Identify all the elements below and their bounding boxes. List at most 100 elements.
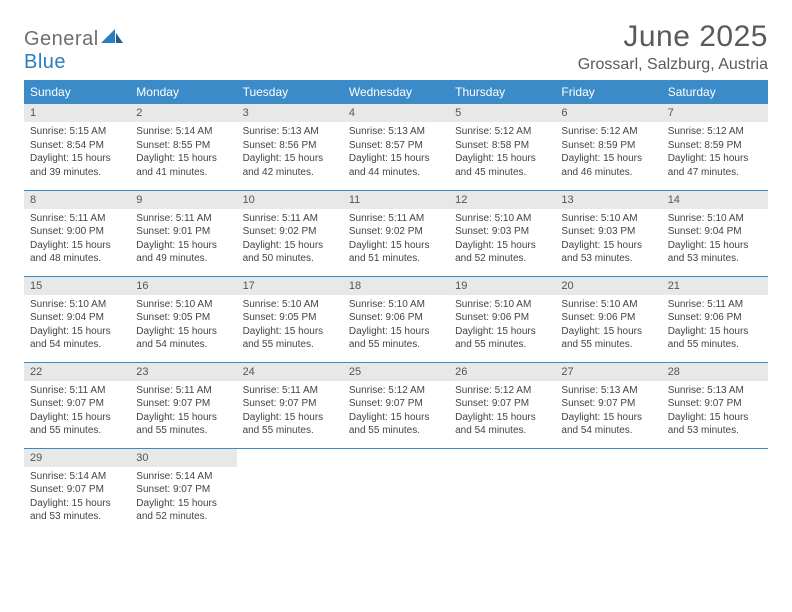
day-sr: Sunrise: 5:10 AM <box>30 298 124 312</box>
day-ss: Sunset: 9:07 PM <box>136 397 230 411</box>
day-sr: Sunrise: 5:14 AM <box>30 470 124 484</box>
day-body: Sunrise: 5:12 AMSunset: 8:59 PMDaylight:… <box>555 122 661 183</box>
day-body: Sunrise: 5:14 AMSunset: 9:07 PMDaylight:… <box>130 467 236 528</box>
day-sr: Sunrise: 5:15 AM <box>30 125 124 139</box>
day-d1: Daylight: 15 hours <box>561 325 655 339</box>
day-d2: and 49 minutes. <box>136 252 230 266</box>
day-number: 9 <box>130 191 236 209</box>
day-number: 7 <box>662 104 768 122</box>
calendar-cell <box>662 448 768 534</box>
day-ss: Sunset: 9:07 PM <box>349 397 443 411</box>
day-d2: and 53 minutes. <box>30 510 124 524</box>
day-ss: Sunset: 9:06 PM <box>455 311 549 325</box>
day-sr: Sunrise: 5:13 AM <box>668 384 762 398</box>
day-body: Sunrise: 5:10 AMSunset: 9:06 PMDaylight:… <box>555 295 661 356</box>
day-number: 16 <box>130 277 236 295</box>
day-number: 4 <box>343 104 449 122</box>
day-ss: Sunset: 9:06 PM <box>349 311 443 325</box>
day-sr: Sunrise: 5:12 AM <box>668 125 762 139</box>
day-body: Sunrise: 5:12 AMSunset: 8:59 PMDaylight:… <box>662 122 768 183</box>
day-number: 22 <box>24 363 130 381</box>
day-number: 29 <box>24 449 130 467</box>
day-body: Sunrise: 5:13 AMSunset: 8:57 PMDaylight:… <box>343 122 449 183</box>
day-sr: Sunrise: 5:11 AM <box>136 212 230 226</box>
calendar-row: 22Sunrise: 5:11 AMSunset: 9:07 PMDayligh… <box>24 362 768 448</box>
calendar-cell: 5Sunrise: 5:12 AMSunset: 8:58 PMDaylight… <box>449 104 555 190</box>
calendar-cell: 14Sunrise: 5:10 AMSunset: 9:04 PMDayligh… <box>662 190 768 276</box>
day-d1: Daylight: 15 hours <box>243 152 337 166</box>
day-number: 23 <box>130 363 236 381</box>
day-number: 21 <box>662 277 768 295</box>
day-number: 27 <box>555 363 661 381</box>
day-ss: Sunset: 9:05 PM <box>136 311 230 325</box>
calendar-cell: 9Sunrise: 5:11 AMSunset: 9:01 PMDaylight… <box>130 190 236 276</box>
day-ss: Sunset: 9:02 PM <box>243 225 337 239</box>
day-d2: and 51 minutes. <box>349 252 443 266</box>
calendar-cell <box>555 448 661 534</box>
day-d1: Daylight: 15 hours <box>243 411 337 425</box>
calendar-cell <box>343 448 449 534</box>
day-body: Sunrise: 5:13 AMSunset: 9:07 PMDaylight:… <box>555 381 661 442</box>
day-body: Sunrise: 5:11 AMSunset: 9:02 PMDaylight:… <box>343 209 449 270</box>
day-body: Sunrise: 5:11 AMSunset: 9:07 PMDaylight:… <box>237 381 343 442</box>
calendar-cell <box>237 448 343 534</box>
day-d2: and 46 minutes. <box>561 166 655 180</box>
day-number: 5 <box>449 104 555 122</box>
day-d1: Daylight: 15 hours <box>349 239 443 253</box>
day-body: Sunrise: 5:10 AMSunset: 9:06 PMDaylight:… <box>449 295 555 356</box>
day-d1: Daylight: 15 hours <box>349 152 443 166</box>
day-sr: Sunrise: 5:10 AM <box>136 298 230 312</box>
day-body: Sunrise: 5:14 AMSunset: 8:55 PMDaylight:… <box>130 122 236 183</box>
day-sr: Sunrise: 5:12 AM <box>455 125 549 139</box>
day-d2: and 55 minutes. <box>561 338 655 352</box>
day-d2: and 53 minutes. <box>668 252 762 266</box>
day-d1: Daylight: 15 hours <box>455 239 549 253</box>
day-number: 2 <box>130 104 236 122</box>
day-d2: and 55 minutes. <box>243 424 337 438</box>
day-number: 19 <box>449 277 555 295</box>
day-sr: Sunrise: 5:10 AM <box>561 298 655 312</box>
calendar-cell: 10Sunrise: 5:11 AMSunset: 9:02 PMDayligh… <box>237 190 343 276</box>
day-sr: Sunrise: 5:11 AM <box>668 298 762 312</box>
day-sr: Sunrise: 5:11 AM <box>136 384 230 398</box>
calendar-row: 29Sunrise: 5:14 AMSunset: 9:07 PMDayligh… <box>24 448 768 534</box>
day-d1: Daylight: 15 hours <box>136 152 230 166</box>
day-number: 11 <box>343 191 449 209</box>
calendar-cell: 23Sunrise: 5:11 AMSunset: 9:07 PMDayligh… <box>130 362 236 448</box>
calendar-cell: 8Sunrise: 5:11 AMSunset: 9:00 PMDaylight… <box>24 190 130 276</box>
day-ss: Sunset: 8:57 PM <box>349 139 443 153</box>
day-sr: Sunrise: 5:11 AM <box>349 212 443 226</box>
day-number: 12 <box>449 191 555 209</box>
day-body: Sunrise: 5:10 AMSunset: 9:04 PMDaylight:… <box>24 295 130 356</box>
day-number: 26 <box>449 363 555 381</box>
day-ss: Sunset: 8:55 PM <box>136 139 230 153</box>
day-number: 15 <box>24 277 130 295</box>
day-number: 30 <box>130 449 236 467</box>
day-body: Sunrise: 5:12 AMSunset: 8:58 PMDaylight:… <box>449 122 555 183</box>
weekday-header: Tuesday <box>237 80 343 104</box>
day-d2: and 52 minutes. <box>136 510 230 524</box>
day-body: Sunrise: 5:13 AMSunset: 9:07 PMDaylight:… <box>662 381 768 442</box>
day-d2: and 41 minutes. <box>136 166 230 180</box>
day-number: 8 <box>24 191 130 209</box>
day-number: 20 <box>555 277 661 295</box>
day-d2: and 39 minutes. <box>30 166 124 180</box>
calendar-cell: 1Sunrise: 5:15 AMSunset: 8:54 PMDaylight… <box>24 104 130 190</box>
weekday-header: Friday <box>555 80 661 104</box>
weekday-header-row: Sunday Monday Tuesday Wednesday Thursday… <box>24 80 768 104</box>
day-d1: Daylight: 15 hours <box>668 411 762 425</box>
day-d1: Daylight: 15 hours <box>561 152 655 166</box>
day-d1: Daylight: 15 hours <box>349 325 443 339</box>
day-d1: Daylight: 15 hours <box>349 411 443 425</box>
day-body: Sunrise: 5:11 AMSunset: 9:07 PMDaylight:… <box>24 381 130 442</box>
day-sr: Sunrise: 5:13 AM <box>349 125 443 139</box>
day-ss: Sunset: 9:04 PM <box>30 311 124 325</box>
brand-part2: Blue <box>24 51 66 73</box>
day-ss: Sunset: 9:07 PM <box>30 483 124 497</box>
calendar-cell: 11Sunrise: 5:11 AMSunset: 9:02 PMDayligh… <box>343 190 449 276</box>
day-ss: Sunset: 8:54 PM <box>30 139 124 153</box>
day-d2: and 55 minutes. <box>30 424 124 438</box>
day-d2: and 55 minutes. <box>455 338 549 352</box>
day-d2: and 55 minutes. <box>349 424 443 438</box>
day-number: 10 <box>237 191 343 209</box>
